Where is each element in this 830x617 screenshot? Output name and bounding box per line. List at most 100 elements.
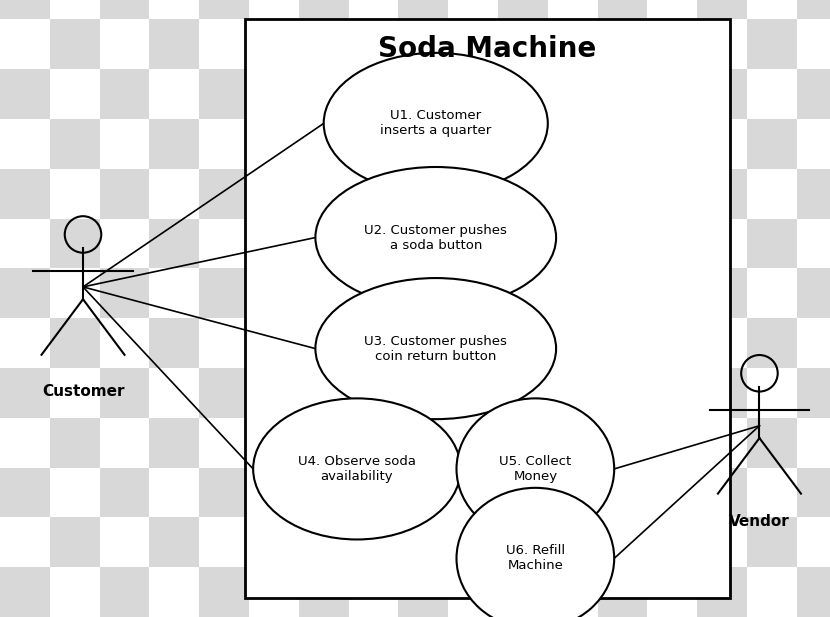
- Bar: [448, 518, 498, 567]
- Bar: [747, 318, 797, 368]
- Bar: [245, 19, 730, 598]
- Bar: [0, 0, 50, 19]
- Bar: [598, 368, 647, 418]
- Bar: [598, 468, 647, 518]
- Bar: [647, 218, 697, 268]
- Bar: [299, 169, 349, 218]
- Bar: [0, 567, 50, 617]
- Bar: [349, 418, 398, 468]
- Bar: [349, 218, 398, 268]
- Bar: [100, 468, 149, 518]
- Text: U4. Observe soda
availability: U4. Observe soda availability: [298, 455, 416, 483]
- Bar: [598, 567, 647, 617]
- Bar: [548, 218, 598, 268]
- Bar: [299, 368, 349, 418]
- Bar: [398, 0, 448, 19]
- Bar: [548, 318, 598, 368]
- Bar: [647, 19, 697, 69]
- Bar: [349, 318, 398, 368]
- Bar: [448, 19, 498, 69]
- Bar: [797, 69, 830, 119]
- Bar: [100, 169, 149, 218]
- Bar: [697, 368, 747, 418]
- Bar: [299, 69, 349, 119]
- Bar: [299, 0, 349, 19]
- Bar: [149, 218, 199, 268]
- Bar: [647, 418, 697, 468]
- Bar: [349, 19, 398, 69]
- Bar: [548, 19, 598, 69]
- Ellipse shape: [253, 399, 461, 539]
- Bar: [498, 368, 548, 418]
- Bar: [249, 318, 299, 368]
- Bar: [797, 0, 830, 19]
- Bar: [50, 318, 100, 368]
- Bar: [249, 418, 299, 468]
- Text: Vendor: Vendor: [729, 514, 790, 529]
- Bar: [349, 518, 398, 567]
- Bar: [498, 567, 548, 617]
- Text: U6. Refill
Machine: U6. Refill Machine: [505, 544, 565, 573]
- Bar: [249, 218, 299, 268]
- Ellipse shape: [324, 53, 548, 194]
- Bar: [100, 69, 149, 119]
- Text: U3. Customer pushes
coin return button: U3. Customer pushes coin return button: [364, 334, 507, 363]
- Bar: [50, 218, 100, 268]
- Bar: [398, 567, 448, 617]
- Bar: [50, 119, 100, 169]
- Bar: [199, 468, 249, 518]
- Bar: [747, 518, 797, 567]
- Bar: [199, 169, 249, 218]
- Bar: [0, 169, 50, 218]
- Bar: [598, 268, 647, 318]
- Bar: [797, 169, 830, 218]
- Bar: [299, 567, 349, 617]
- Bar: [647, 119, 697, 169]
- Bar: [448, 218, 498, 268]
- Bar: [149, 418, 199, 468]
- Ellipse shape: [457, 399, 614, 539]
- Bar: [199, 0, 249, 19]
- Bar: [249, 119, 299, 169]
- Bar: [747, 19, 797, 69]
- Bar: [647, 318, 697, 368]
- Bar: [598, 169, 647, 218]
- Bar: [0, 268, 50, 318]
- Bar: [448, 119, 498, 169]
- Bar: [0, 69, 50, 119]
- Bar: [199, 69, 249, 119]
- Bar: [398, 169, 448, 218]
- Bar: [100, 0, 149, 19]
- Bar: [0, 368, 50, 418]
- Bar: [548, 119, 598, 169]
- Bar: [498, 268, 548, 318]
- Bar: [747, 418, 797, 468]
- Ellipse shape: [315, 278, 556, 419]
- Bar: [398, 468, 448, 518]
- Bar: [199, 567, 249, 617]
- Bar: [697, 169, 747, 218]
- Text: Soda Machine: Soda Machine: [378, 35, 597, 64]
- Text: U5. Collect
Money: U5. Collect Money: [499, 455, 572, 483]
- Bar: [100, 368, 149, 418]
- Bar: [249, 518, 299, 567]
- Bar: [398, 69, 448, 119]
- Bar: [199, 268, 249, 318]
- Bar: [498, 0, 548, 19]
- Bar: [697, 468, 747, 518]
- Bar: [149, 119, 199, 169]
- Bar: [0, 468, 50, 518]
- Bar: [398, 368, 448, 418]
- Bar: [647, 518, 697, 567]
- Ellipse shape: [315, 167, 556, 308]
- Bar: [548, 418, 598, 468]
- Text: Customer: Customer: [42, 384, 124, 399]
- Bar: [299, 468, 349, 518]
- Bar: [498, 468, 548, 518]
- Bar: [797, 567, 830, 617]
- Bar: [598, 0, 647, 19]
- Text: U2. Customer pushes
a soda button: U2. Customer pushes a soda button: [364, 223, 507, 252]
- Bar: [548, 518, 598, 567]
- Bar: [149, 518, 199, 567]
- Bar: [797, 468, 830, 518]
